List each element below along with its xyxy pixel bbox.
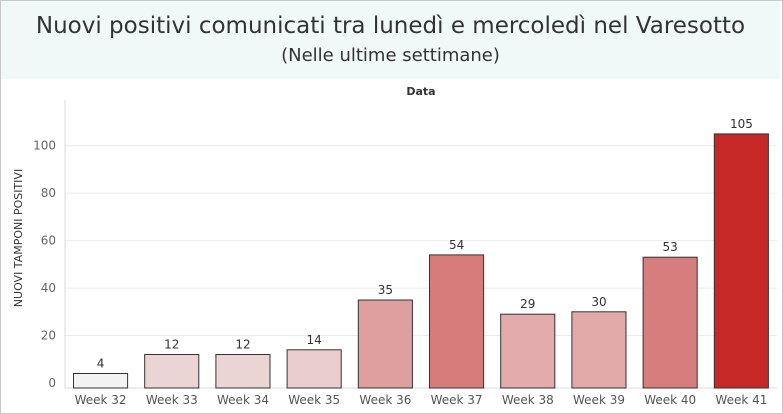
data-label: 35 [378, 283, 393, 297]
bars [73, 133, 769, 389]
bar-week-37 [429, 254, 485, 389]
x-tick-label: Week 32 [75, 393, 127, 407]
data-label: 105 [730, 117, 753, 131]
data-label: 54 [449, 238, 464, 252]
header: Nuovi positivi comunicati tra lunedì e m… [1, 1, 780, 79]
bar-week-36 [357, 299, 413, 389]
data-label: 12 [235, 338, 250, 352]
data-label: 53 [663, 240, 678, 254]
x-tick-label: Week 40 [644, 393, 696, 407]
y-axis-title: NUOVI TAMPONI POSITIVI [12, 169, 25, 307]
y-tick-labels: 0 20 40 60 80 100 [33, 139, 56, 390]
bar-week-38 [500, 313, 556, 389]
x-tick-label: Week 33 [146, 393, 198, 407]
data-label: 29 [520, 297, 535, 311]
data-label: 4 [97, 357, 105, 371]
y-tick-0: 0 [48, 376, 56, 390]
x-axis-header: Data [406, 85, 435, 98]
x-tick-label: Week 41 [715, 393, 767, 407]
x-tick-label: Week 36 [359, 393, 411, 407]
data-label: 12 [164, 338, 179, 352]
data-label: 30 [591, 295, 606, 309]
x-tick-label: Week 38 [502, 393, 554, 407]
chart-title: Nuovi positivi comunicati tra lunedì e m… [35, 13, 746, 39]
y-tick-80: 80 [41, 186, 56, 200]
data-label: 14 [307, 333, 322, 347]
y-tick-20: 20 [41, 329, 56, 343]
x-tick-label: Week 37 [431, 393, 483, 407]
bar-week-32 [73, 373, 129, 389]
bar-week-40 [642, 256, 698, 389]
y-tick-40: 40 [41, 281, 56, 295]
bar-week-41 [713, 133, 769, 389]
chart-subtitle: (Nelle ultime settimane) [281, 45, 500, 66]
y-tick-60: 60 [41, 234, 56, 248]
bar-week-33 [144, 354, 200, 389]
x-tick-labels: Week 32 Week 33 Week 34 Week 35 Week 36 Week … [75, 393, 768, 407]
bar-week-35 [286, 349, 342, 389]
bar-week-34 [215, 354, 271, 389]
y-tick-100: 100 [33, 139, 56, 153]
x-tick-label: Week 39 [573, 393, 625, 407]
data-labels: 4 12 12 14 35 54 29 30 53 105 [97, 117, 753, 371]
x-tick-label: Week 34 [217, 393, 269, 407]
x-tick-label: Week 35 [288, 393, 340, 407]
bar-week-39 [571, 311, 627, 389]
